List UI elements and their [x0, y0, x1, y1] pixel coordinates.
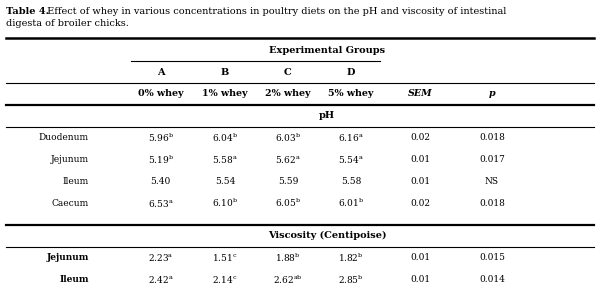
Text: digesta of broiler chicks.: digesta of broiler chicks.	[6, 19, 129, 28]
Text: 0.018: 0.018	[479, 199, 505, 208]
Text: 6.10$^{\mathregular{b}}$: 6.10$^{\mathregular{b}}$	[212, 197, 238, 209]
Text: NS: NS	[485, 177, 499, 186]
Text: 5.96$^{\mathregular{b}}$: 5.96$^{\mathregular{b}}$	[148, 131, 174, 144]
Text: 5.58$^{\mathregular{a}}$: 5.58$^{\mathregular{a}}$	[212, 154, 238, 165]
Text: 5.54$^{\mathregular{a}}$: 5.54$^{\mathregular{a}}$	[338, 154, 364, 165]
Text: C: C	[284, 68, 292, 77]
Text: Viscosity (Centipoise): Viscosity (Centipoise)	[268, 231, 386, 240]
Text: 2% whey: 2% whey	[265, 89, 311, 98]
Text: 0.02: 0.02	[410, 199, 430, 208]
Text: 0.01: 0.01	[410, 275, 430, 284]
Text: 6.16$^{\mathregular{a}}$: 6.16$^{\mathregular{a}}$	[338, 132, 364, 143]
Text: 1.88$^{\mathregular{b}}$: 1.88$^{\mathregular{b}}$	[275, 251, 301, 264]
Text: 0.01: 0.01	[410, 177, 430, 186]
Text: 6.04$^{\mathregular{b}}$: 6.04$^{\mathregular{b}}$	[212, 131, 238, 144]
Text: Table 4.: Table 4.	[6, 7, 49, 16]
Text: 1.51$^{\mathregular{c}}$: 1.51$^{\mathregular{c}}$	[212, 252, 238, 263]
Text: 0.015: 0.015	[479, 253, 505, 262]
Text: 2.23$^{\mathregular{a}}$: 2.23$^{\mathregular{a}}$	[148, 252, 173, 263]
Text: 5.19$^{\mathregular{b}}$: 5.19$^{\mathregular{b}}$	[148, 153, 174, 166]
Text: 6.53$^{\mathregular{a}}$: 6.53$^{\mathregular{a}}$	[148, 198, 173, 209]
Text: 5.40: 5.40	[151, 177, 171, 186]
Text: Ileum: Ileum	[62, 177, 89, 186]
Text: Experimental Groups: Experimental Groups	[269, 46, 385, 55]
Text: 6.03$^{\mathregular{b}}$: 6.03$^{\mathregular{b}}$	[275, 131, 301, 144]
Text: 5.62$^{\mathregular{a}}$: 5.62$^{\mathregular{a}}$	[275, 154, 301, 165]
Text: D: D	[347, 68, 355, 77]
Text: 0% whey: 0% whey	[138, 89, 184, 98]
Text: 5.59: 5.59	[278, 177, 298, 186]
Text: 5.54: 5.54	[215, 177, 235, 186]
Text: 0.014: 0.014	[479, 275, 505, 284]
Text: A: A	[157, 68, 164, 77]
Text: 0.018: 0.018	[479, 133, 505, 142]
Text: SEM: SEM	[407, 89, 433, 98]
Text: Ileum: Ileum	[59, 275, 89, 284]
Text: 2.14$^{\mathregular{c}}$: 2.14$^{\mathregular{c}}$	[212, 274, 238, 285]
Text: Effect of whey in various concentrations in poultry diets on the pH and viscosit: Effect of whey in various concentrations…	[44, 7, 506, 16]
Text: p: p	[488, 89, 496, 98]
Text: Jejunum: Jejunum	[46, 253, 89, 262]
Text: 2.85$^{\mathregular{b}}$: 2.85$^{\mathregular{b}}$	[338, 273, 364, 286]
Text: pH: pH	[319, 111, 335, 120]
Text: Duodenum: Duodenum	[38, 133, 89, 142]
Text: 2.62$^{\mathregular{ab}}$: 2.62$^{\mathregular{ab}}$	[273, 273, 303, 286]
Text: 0.01: 0.01	[410, 155, 430, 164]
Text: 6.01$^{\mathregular{b}}$: 6.01$^{\mathregular{b}}$	[338, 197, 364, 209]
Text: 5.58: 5.58	[341, 177, 361, 186]
Text: 2.42$^{\mathregular{a}}$: 2.42$^{\mathregular{a}}$	[148, 274, 173, 285]
Text: B: B	[221, 68, 229, 77]
Text: 1% whey: 1% whey	[202, 89, 248, 98]
Text: 0.01: 0.01	[410, 253, 430, 262]
Text: 0.02: 0.02	[410, 133, 430, 142]
Text: Caecum: Caecum	[52, 199, 89, 208]
Text: 1.82$^{\mathregular{b}}$: 1.82$^{\mathregular{b}}$	[338, 251, 364, 264]
Text: 6.05$^{\mathregular{b}}$: 6.05$^{\mathregular{b}}$	[275, 197, 301, 209]
Text: 0.017: 0.017	[479, 155, 505, 164]
Text: 5% whey: 5% whey	[328, 89, 374, 98]
Text: Jejunum: Jejunum	[50, 155, 89, 164]
